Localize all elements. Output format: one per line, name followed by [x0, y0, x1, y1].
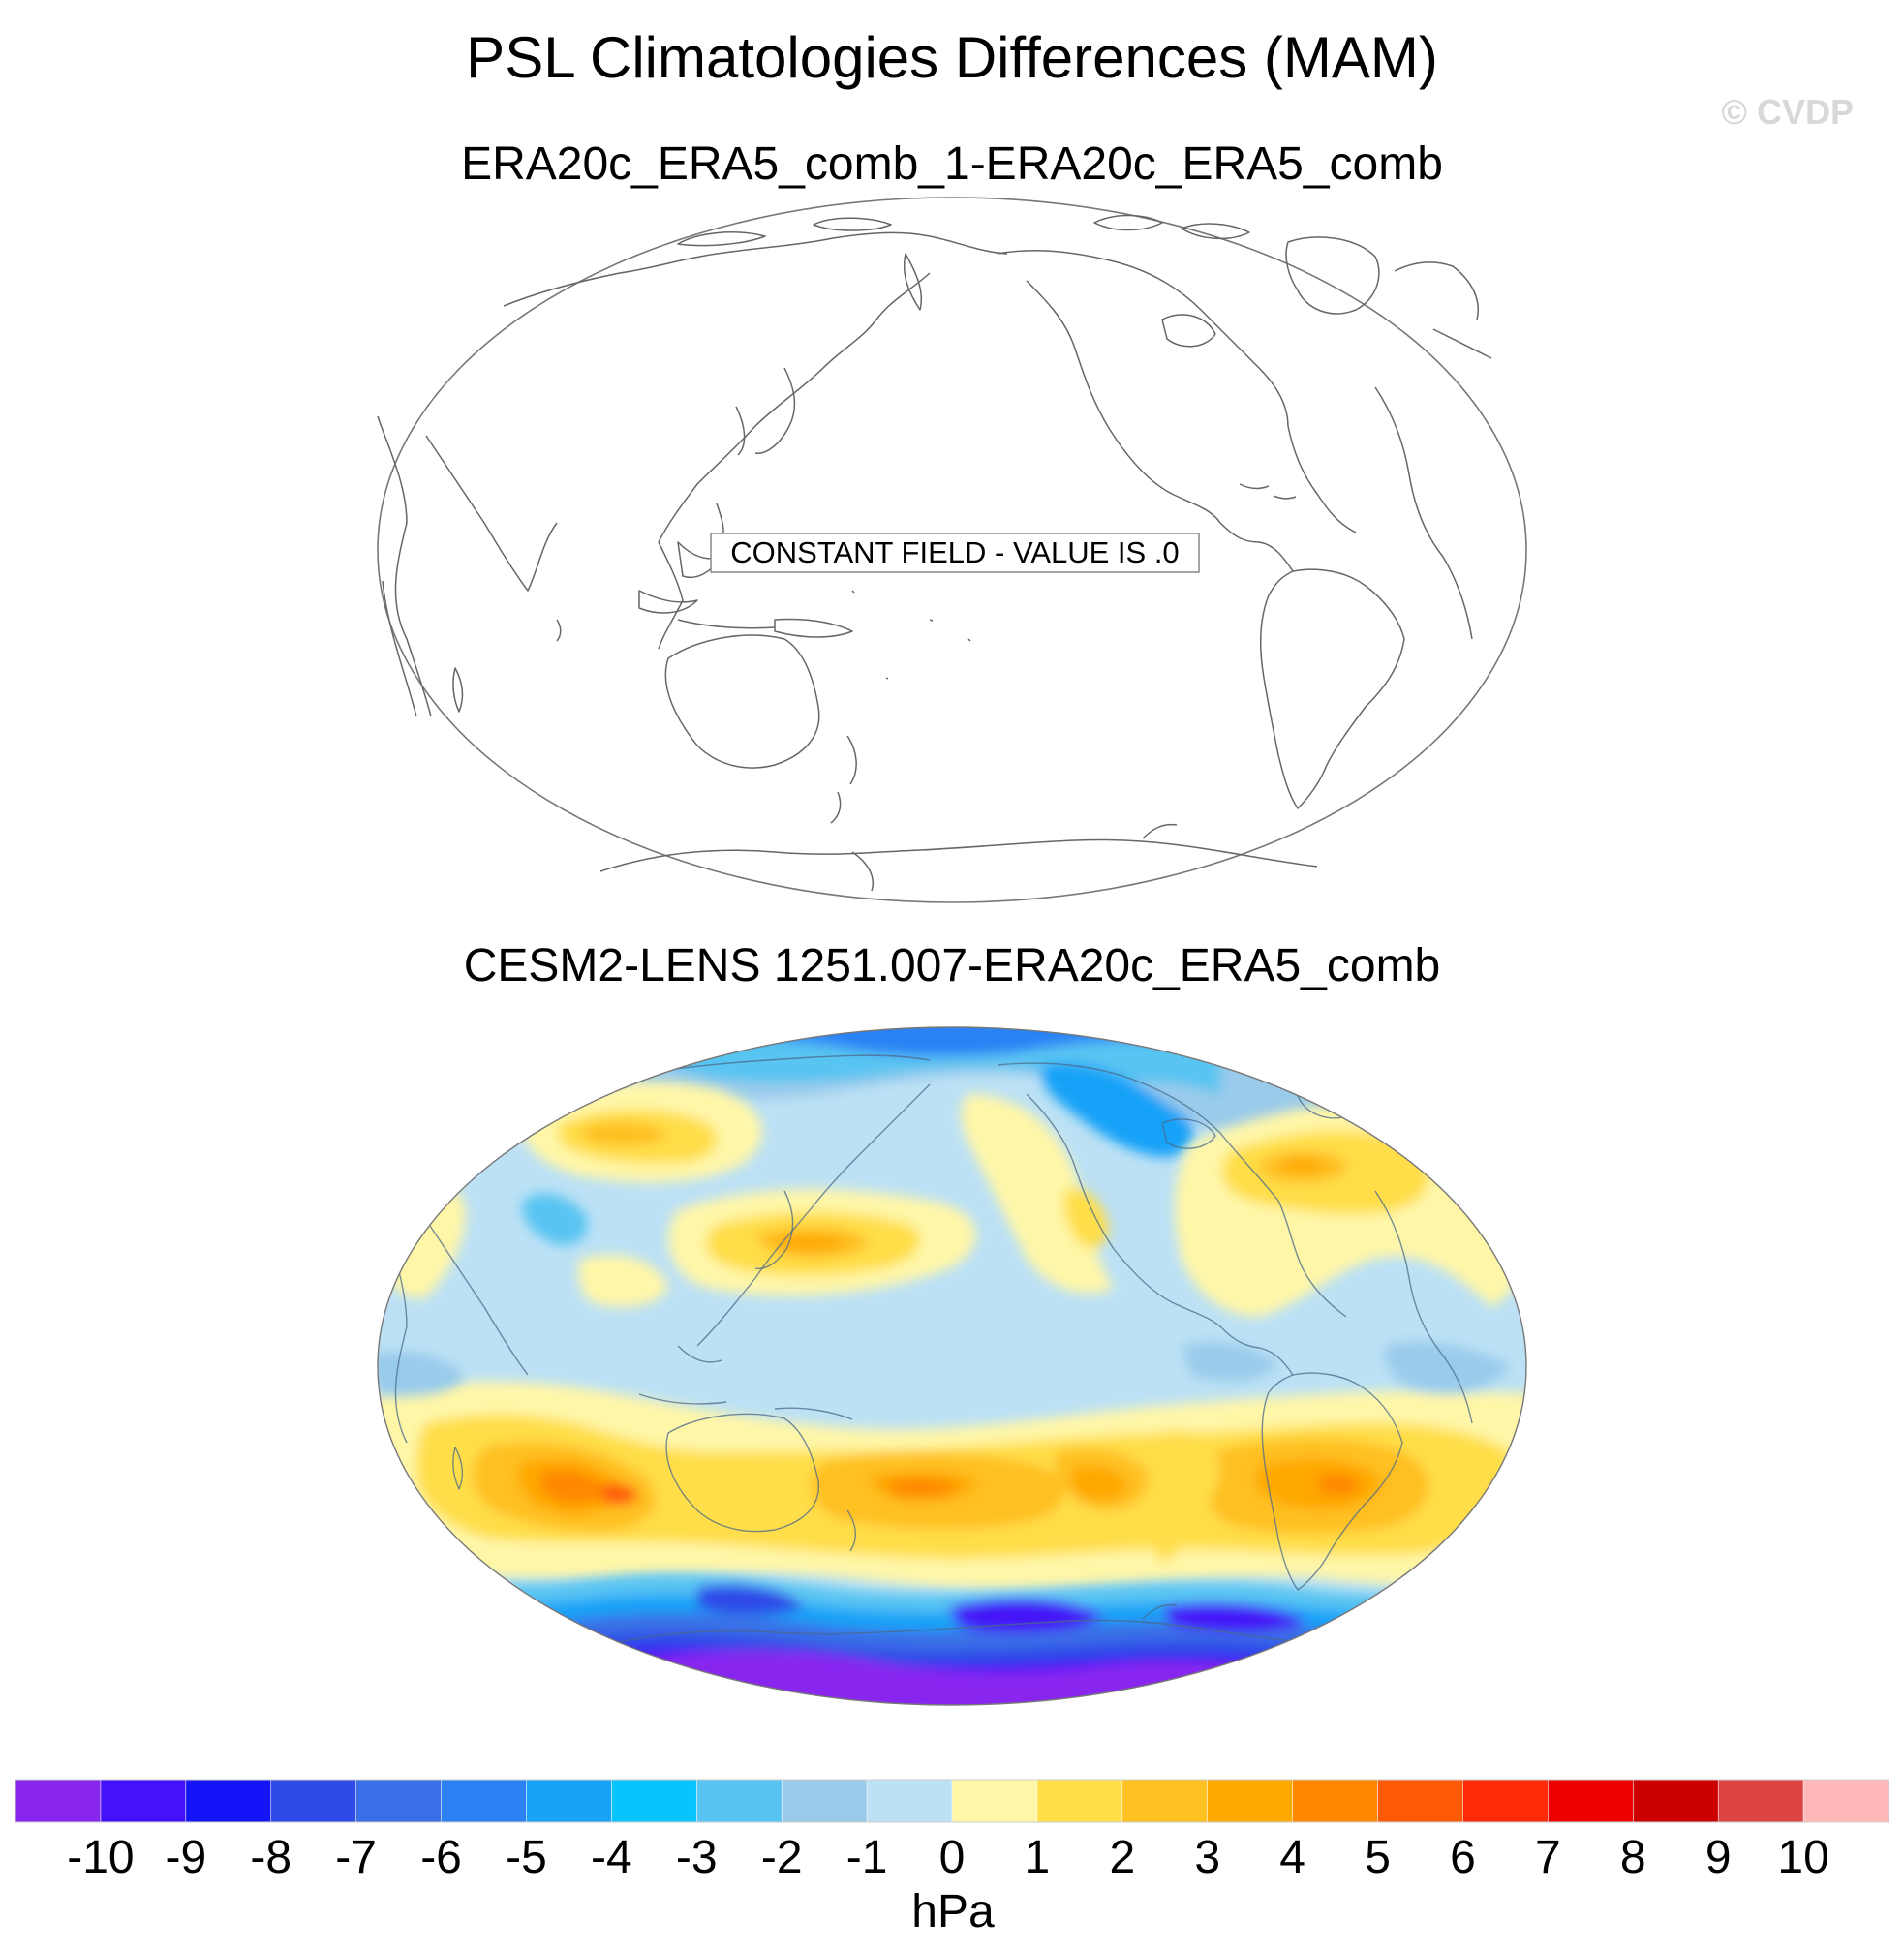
colorbar-swatch: [100, 1779, 187, 1823]
colorbar-tick-label: 1: [1025, 1832, 1051, 1883]
colorbar-swatch: [1632, 1779, 1719, 1823]
colorbar-tick-label: 10: [1777, 1832, 1828, 1883]
colorbar-tick-label: -4: [591, 1832, 632, 1883]
panel-2-title: CESM2-LENS 1251.007-ERA20c_ERA5_comb: [463, 940, 1441, 991]
colorbar-swatch: [1462, 1779, 1550, 1823]
constant-field-box: [710, 533, 1200, 573]
panel-2-globe-outline: [377, 1026, 1527, 1706]
field-southern-negatives: [378, 1342, 1511, 1396]
field-contour-a7: [949, 1599, 1104, 1633]
field-contour-a9: [620, 1650, 1336, 1705]
field-contour-s4c: [1070, 1465, 1128, 1502]
field-contour-s7: [1152, 1430, 1220, 1562]
colorbar-tick-label: 3: [1194, 1832, 1220, 1883]
figure-title: PSL Climatologies Differences (MAM): [466, 25, 1438, 90]
colorbar-swatch: [15, 1779, 102, 1823]
field-contour-s5b: [888, 1478, 959, 1498]
field-contour-s5: [539, 1469, 605, 1504]
colorbar-swatch: [270, 1779, 357, 1823]
panel-2-map: [377, 1026, 1527, 1706]
field-contour-sb3: [1384, 1342, 1511, 1393]
colorbar-swatch: [185, 1779, 272, 1823]
field-contour-s5c: [1317, 1473, 1361, 1496]
colorbar-units: hPa: [911, 1886, 995, 1937]
colorbar-tick-label: -10: [67, 1832, 134, 1883]
field-contour-p1f: [578, 1255, 668, 1307]
colorbar-swatch: [1548, 1779, 1635, 1823]
colorbar-tick-label: -5: [506, 1832, 547, 1883]
panel-2-field: [378, 1027, 1526, 1705]
colorbar-tick-label: 4: [1279, 1832, 1305, 1883]
field-contour-a6: [697, 1584, 804, 1616]
colorbar-tick-label: -2: [761, 1832, 803, 1883]
panel-1-title: ERA20c_ERA5_comb_1-ERA20c_ERA5_comb: [461, 138, 1443, 190]
colorbar-tick-label: 2: [1109, 1832, 1135, 1883]
colorbar-frame: [15, 1779, 1889, 1823]
field-contour-n5: [522, 1193, 588, 1245]
field-contour-p1c: [961, 1094, 1114, 1294]
field-contour-s4b: [1254, 1458, 1381, 1510]
field-contour-a10: [639, 1674, 1298, 1705]
colorbar-tick-label: -1: [846, 1832, 888, 1883]
field-contour-s6: [600, 1484, 639, 1505]
colorbar-swatch: [951, 1779, 1038, 1823]
field-contour-sb2: [1182, 1342, 1278, 1382]
colorbar-swatch: [355, 1779, 443, 1823]
colorbar-swatch: [526, 1779, 613, 1823]
field-contour-p4b: [1278, 1157, 1327, 1173]
field-contour-p3c: [580, 1121, 668, 1146]
colorbar-swatch: [441, 1779, 528, 1823]
field-contour-a8: [1162, 1602, 1307, 1632]
field-contour-p4a: [775, 1234, 847, 1251]
field-contour-n4: [1040, 1063, 1194, 1157]
colorbar-tick-label: 6: [1450, 1832, 1476, 1883]
panel-1-coastlines: [377, 214, 1492, 892]
colorbar-swatch: [1036, 1779, 1123, 1823]
colorbar-swatch: [1292, 1779, 1379, 1823]
panel-2-coastlines: [382, 1051, 1478, 1647]
colorbar-swatch: [695, 1779, 783, 1823]
panel-1-map: CONSTANT FIELD - VALUE IS .0: [377, 197, 1527, 903]
colorbar-tick-label: 8: [1620, 1832, 1646, 1883]
colorbar-tick-label: -8: [250, 1832, 292, 1883]
colorbar-tick-label: -7: [335, 1832, 377, 1883]
colorbar-tick-labels: -10 -9 -8 -7 -6 -5 -4 -3 -2 -1 0 1 2 3 4 5 6 7 8 9 10: [67, 1832, 1829, 1883]
colorbar-swatch: [1802, 1779, 1889, 1823]
field-southern-positives: [378, 1381, 1526, 1590]
field-contour-n3: [678, 1027, 1201, 1057]
colorbar-tick-label: -3: [676, 1832, 718, 1883]
colorbar-tick-label: -6: [420, 1832, 462, 1883]
colorbar-tick-label: 7: [1535, 1832, 1561, 1883]
colorbar-swatch: [1377, 1779, 1464, 1823]
colorbar-swatch: [611, 1779, 698, 1823]
constant-field-note: CONSTANT FIELD - VALUE IS .0: [730, 535, 1179, 569]
colorbar: [15, 1779, 1889, 1823]
colorbar-swatch: [1121, 1779, 1209, 1823]
colorbar-tick-label: 5: [1365, 1832, 1391, 1883]
field-contour-sb1: [378, 1352, 465, 1396]
colorbar-tick-label: 0: [939, 1832, 966, 1883]
colorbar-swatch: [1717, 1779, 1804, 1823]
field-contour-n6: [1316, 1073, 1424, 1111]
colorbar-tick-label: -9: [165, 1832, 206, 1883]
colorbar-swatch: [1207, 1779, 1294, 1823]
colorbar-swatch: [781, 1779, 868, 1823]
colorbar-tick-label: 9: [1705, 1832, 1732, 1883]
copyright-watermark: © CVDP: [1721, 92, 1854, 132]
colorbar-swatch: [866, 1779, 953, 1823]
field-contour-p2d: [1063, 1188, 1109, 1249]
